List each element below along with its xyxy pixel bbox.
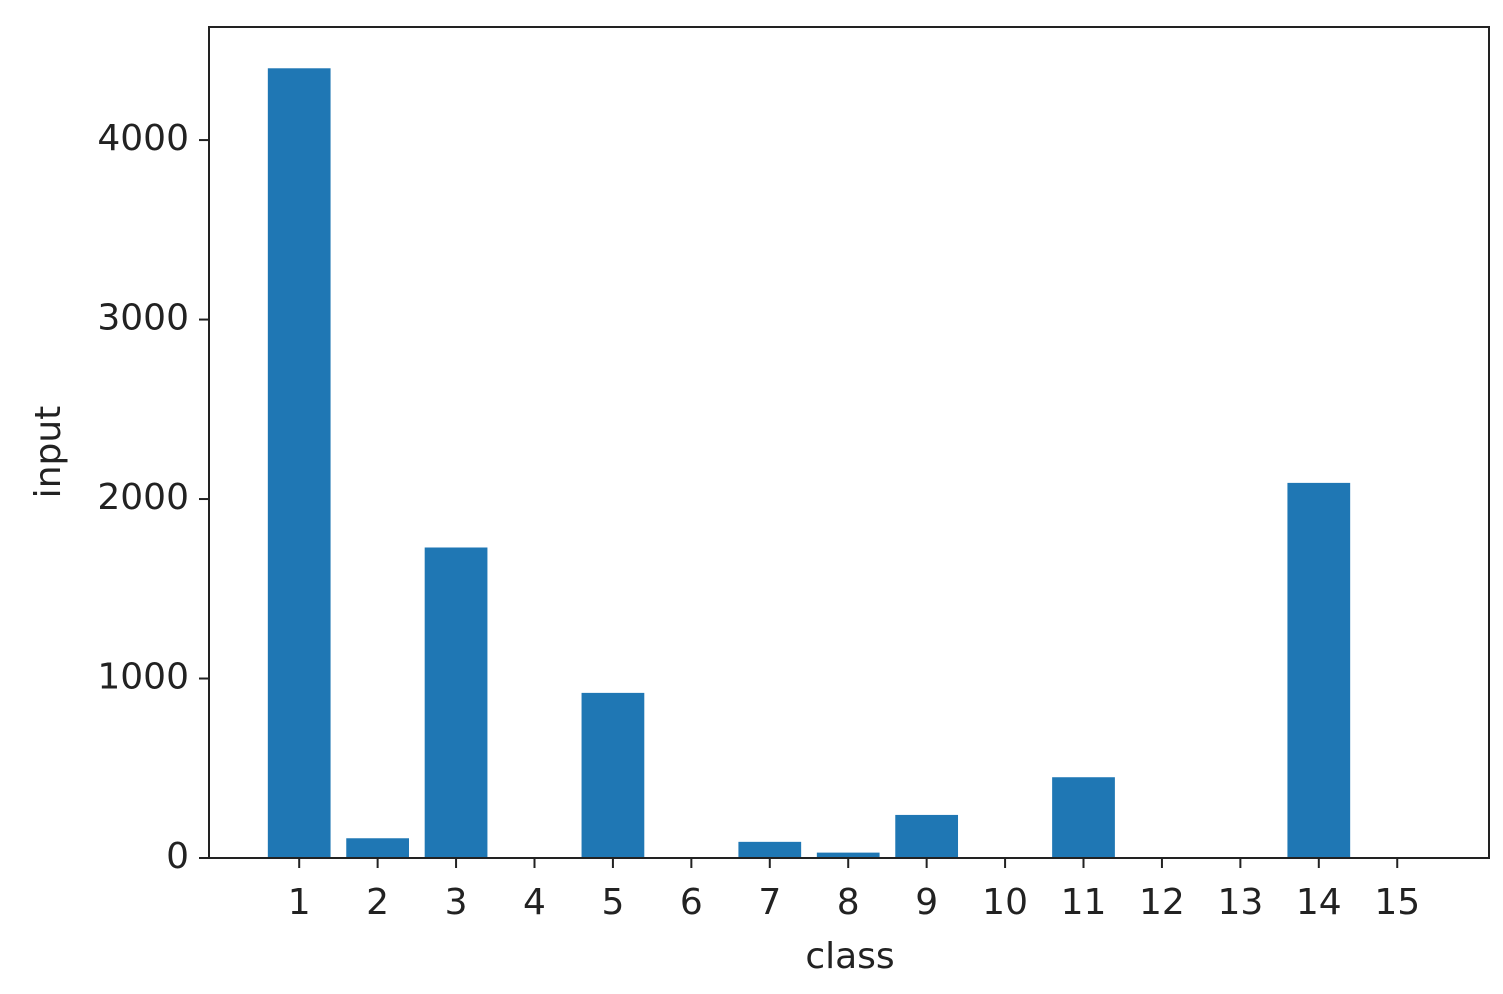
y-axis-label: input: [28, 406, 69, 499]
bar: [1052, 777, 1115, 858]
x-tick-label: 15: [1374, 882, 1420, 923]
bar: [1287, 482, 1351, 858]
x-tick-label: 7: [758, 882, 781, 923]
x-tick-label: 9: [915, 882, 938, 923]
x-tick-label: 13: [1217, 882, 1263, 923]
x-tick-label: 6: [680, 882, 703, 923]
x-tick-label: 12: [1139, 882, 1185, 923]
bar: [424, 547, 488, 858]
x-tick-label: 1: [288, 882, 311, 923]
x-tick-label: 2: [366, 882, 389, 923]
x-axis-label: class: [805, 936, 894, 977]
bar: [581, 692, 645, 858]
bar: [816, 852, 880, 858]
bar: [267, 68, 331, 859]
x-tick-label: 4: [523, 882, 546, 923]
plot-frame: [208, 26, 1490, 859]
x-tick-label: 3: [445, 882, 468, 923]
x-tick-label: 14: [1296, 882, 1342, 923]
y-tick-label: 2000: [97, 477, 189, 518]
bar: [346, 838, 409, 858]
x-tick-label: 11: [1061, 882, 1107, 923]
x-tick-label: 10: [982, 882, 1028, 923]
y-tick-label: 3000: [97, 298, 189, 339]
y-tick-label: 0: [166, 836, 189, 877]
y-tick-label: 4000: [97, 118, 189, 159]
bar: [895, 814, 959, 858]
bar: [738, 841, 802, 858]
x-tick-label: 5: [601, 882, 624, 923]
x-tick-label: 8: [837, 882, 860, 923]
y-tick-label: 1000: [97, 657, 189, 698]
